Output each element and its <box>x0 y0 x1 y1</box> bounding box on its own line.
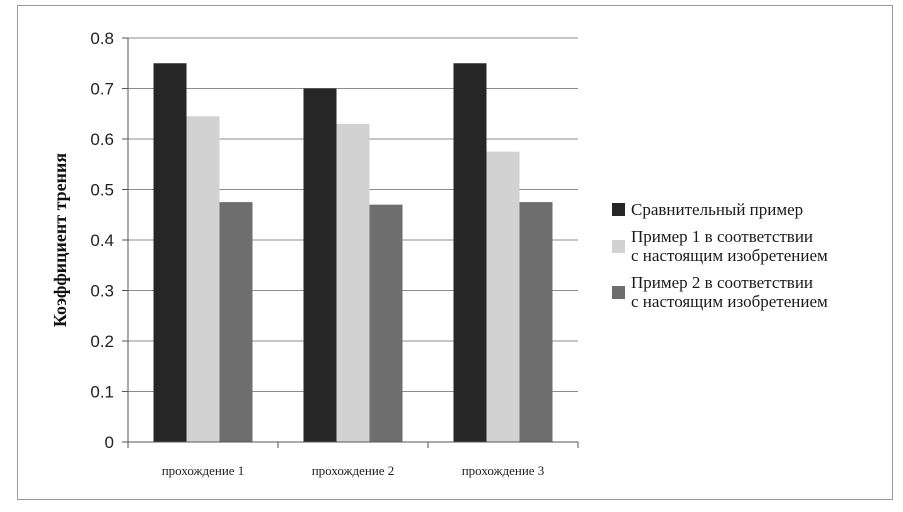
x-category-label: прохождение 1 <box>162 463 245 478</box>
y-tick-label: 0.3 <box>90 282 114 301</box>
bar <box>520 202 553 442</box>
legend-item: Пример 1 в соответствии с настоящим изоб… <box>612 227 897 265</box>
bar <box>454 63 487 442</box>
y-axis-label: Коэффициент трения <box>50 153 70 328</box>
legend-label: Пример 2 в соответствии с настоящим изоб… <box>631 273 828 311</box>
bar <box>304 89 337 443</box>
bar <box>487 152 520 442</box>
legend: Сравнительный пример Пример 1 в соответст… <box>612 200 897 319</box>
bar <box>220 202 253 442</box>
bar <box>337 124 370 442</box>
bar <box>154 63 187 442</box>
legend-label: Пример 1 в соответствии с настоящим изоб… <box>631 227 828 265</box>
x-category-labels: прохождение 1 прохождение 2 прохождение 3 <box>162 463 545 478</box>
y-tick-label: 0.6 <box>90 130 114 149</box>
y-tick-label: 0.5 <box>90 181 114 200</box>
y-tick-label: 0.7 <box>90 80 114 99</box>
legend-item: Сравнительный пример <box>612 200 897 219</box>
y-tick-labels: 0 0.1 0.2 0.3 0.4 0.5 0.6 0.7 0.8 <box>90 29 128 452</box>
y-tick-label: 0.8 <box>90 29 114 48</box>
y-tick-label: 0 <box>105 433 114 452</box>
bars <box>154 63 553 442</box>
x-category-label: прохождение 3 <box>462 463 545 478</box>
x-category-label: прохождение 2 <box>312 463 395 478</box>
legend-label: Сравнительный пример <box>631 200 803 219</box>
legend-item: Пример 2 в соответствии с настоящим изоб… <box>612 273 897 311</box>
y-tick-label: 0.1 <box>90 383 114 402</box>
y-tick-label: 0.4 <box>90 231 114 250</box>
legend-swatch <box>612 203 625 216</box>
legend-swatch <box>612 286 625 299</box>
bar <box>187 116 220 442</box>
legend-swatch <box>612 240 625 253</box>
bar <box>370 205 403 442</box>
y-tick-label: 0.2 <box>90 332 114 351</box>
